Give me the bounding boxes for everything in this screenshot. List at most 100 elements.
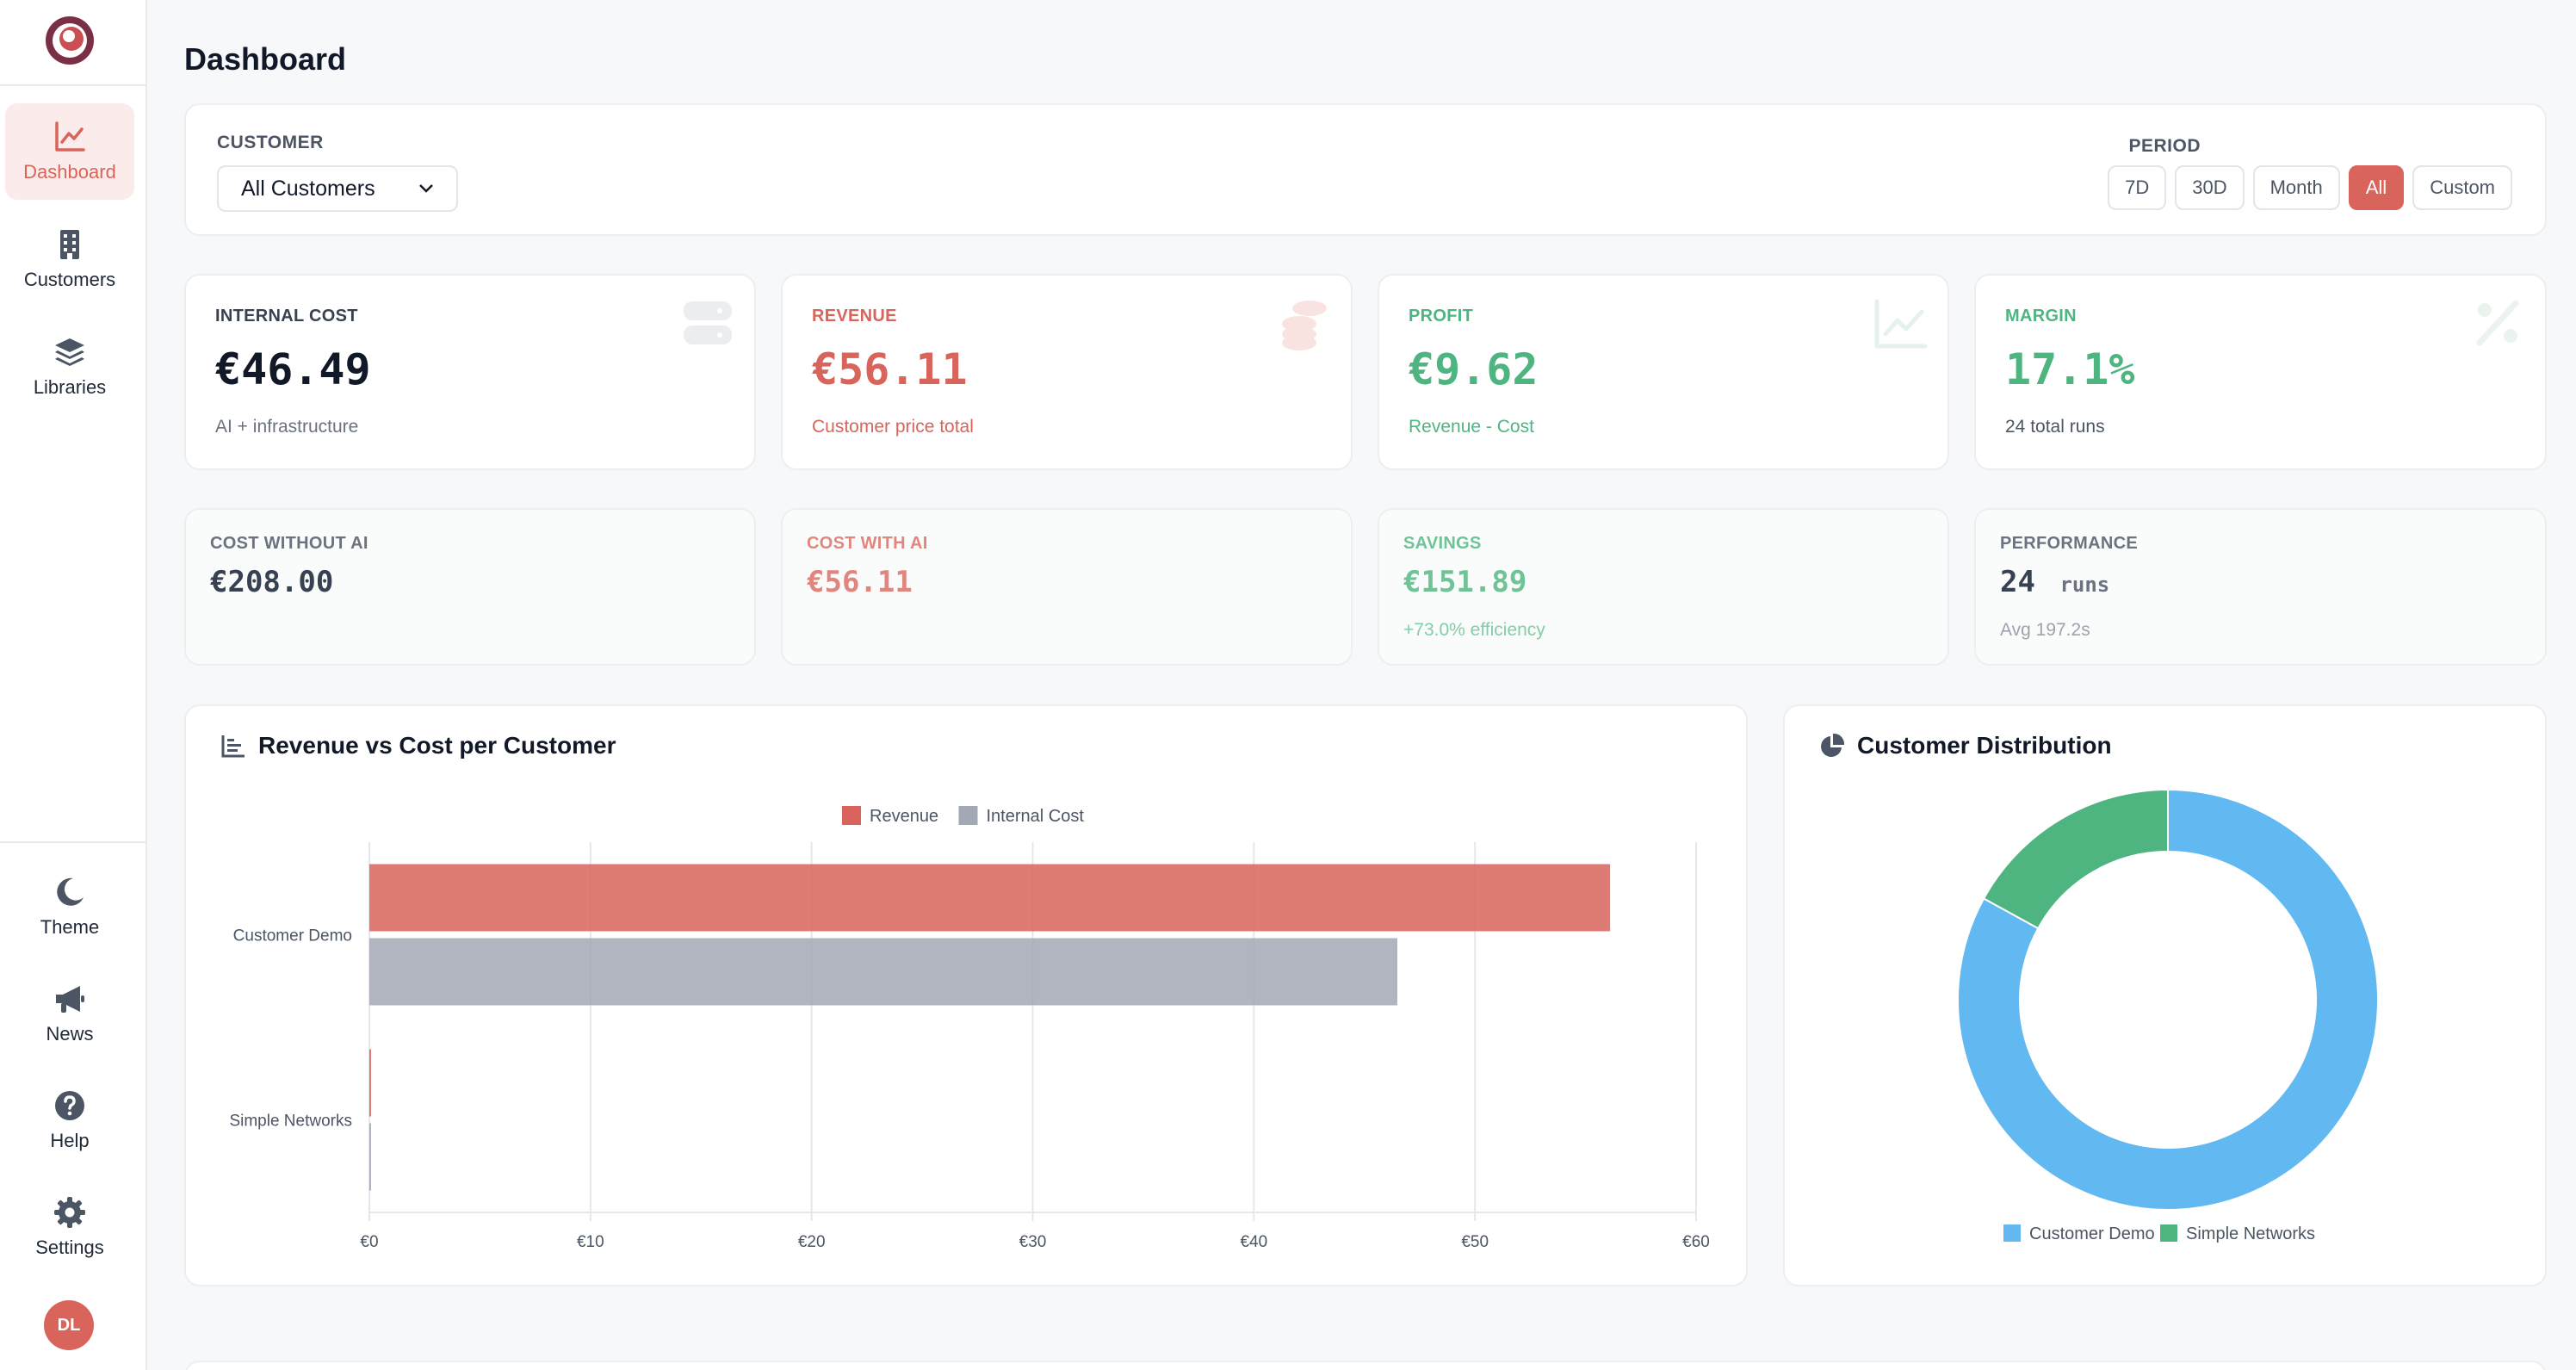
- stat-label: SAVINGS: [1403, 534, 1482, 553]
- stat-subtext: Revenue - Cost: [1409, 417, 1534, 437]
- sidebar-item-label: Theme: [40, 916, 100, 938]
- legend-label: Simple Networks: [2186, 1224, 2315, 1243]
- period-month-button[interactable]: Month: [2252, 165, 2340, 210]
- stat-value: 17.1%: [2005, 344, 2135, 394]
- revenue-cost-chart-card: Revenue vs Cost per Customer €0 €10 €20 €30…: [184, 704, 1748, 1286]
- server-icon: [684, 301, 732, 344]
- sidebar-item-help[interactable]: Help: [5, 1072, 134, 1169]
- stat-subtext: Customer price total: [812, 417, 974, 437]
- x-tick-label: €50: [1461, 1233, 1489, 1251]
- chevron-down-icon: [419, 184, 433, 193]
- x-tick-label: €10: [577, 1233, 604, 1251]
- percent-icon: [2476, 300, 2519, 346]
- sidebar: Dashboard Customers Libraries Theme: [0, 0, 147, 1370]
- stat-label: PROFIT: [1409, 307, 1474, 325]
- next-section-card: [184, 1361, 2547, 1370]
- stat-label: INTERNAL COST: [215, 307, 358, 325]
- period-all-button[interactable]: All: [2348, 165, 2405, 210]
- stat-label: REVENUE: [812, 307, 897, 325]
- margin-card: MARGIN 17.1% 24 total runs: [1974, 274, 2547, 470]
- stat-value: €56.11: [812, 344, 968, 394]
- legend-swatch: [2003, 1224, 2021, 1242]
- megaphone-icon: [56, 986, 84, 1013]
- chart-line-icon: [1874, 299, 1928, 349]
- sidebar-item-customers[interactable]: Customers: [5, 211, 134, 307]
- donut-slice-customer-demo: [1957, 788, 2379, 1211]
- revenue-card: REVENUE €56.11 Customer price total: [781, 274, 1353, 470]
- stat-label: PERFORMANCE: [2000, 534, 2138, 553]
- stat-subtext: AI + infrastructure: [215, 417, 359, 437]
- period-filter-label: PERIOD: [2128, 136, 2201, 156]
- savings-card: SAVINGS €151.89 +73.0% efficiency: [1378, 508, 1949, 666]
- building-icon: [60, 230, 79, 259]
- avatar[interactable]: DL: [44, 1300, 94, 1350]
- filter-panel: CUSTOMER All Customers PERIOD 7D 30D Mon…: [184, 103, 2547, 236]
- stat-value: €46.49: [215, 344, 371, 394]
- sidebar-item-label: News: [46, 1023, 94, 1045]
- sidebar-item-settings[interactable]: Settings: [5, 1179, 134, 1275]
- bar-revenue: [369, 864, 1611, 932]
- sidebar-item-label: Settings: [35, 1237, 104, 1258]
- period-button-group: 7D 30D Month All Custom: [2108, 165, 2512, 210]
- chart-title: Revenue vs Cost per Customer: [220, 732, 616, 759]
- stat-value: €9.62: [1409, 344, 1539, 394]
- sidebar-item-label: Libraries: [33, 376, 107, 398]
- question-circle-icon: [55, 1091, 84, 1120]
- sidebar-divider: [0, 84, 147, 86]
- chart-title: Customer Distribution: [1819, 732, 2112, 759]
- layers-icon: [55, 338, 84, 366]
- customer-distribution-card: Customer Distribution Customer Demo Simpl…: [1783, 704, 2547, 1286]
- stat-value-wrap: 24 runs: [2000, 565, 2109, 599]
- chart-title-text: Revenue vs Cost per Customer: [258, 732, 616, 759]
- x-tick-label: €60: [1682, 1233, 1710, 1251]
- bar-internal-cost: [369, 938, 1398, 1006]
- moon-icon: [57, 877, 84, 906]
- internal-cost-card: INTERNAL COST €46.49 AI + infrastructure: [184, 274, 756, 470]
- cost-with-ai-card: COST WITH AI €56.11: [781, 508, 1353, 666]
- stat-value: €151.89: [1403, 565, 1527, 599]
- bar-internal-cost: [369, 1123, 371, 1191]
- bar-chart-icon: [221, 735, 245, 758]
- sidebar-item-label: Customers: [23, 269, 116, 290]
- stat-subtext: Avg 197.2s: [2000, 620, 2090, 640]
- profit-card: PROFIT €9.62 Revenue - Cost: [1378, 274, 1949, 470]
- x-tick-label: €0: [360, 1233, 378, 1251]
- stat-value: 24: [2000, 565, 2035, 599]
- period-30d-button[interactable]: 30D: [2175, 165, 2245, 210]
- revenue-cost-bar-chart: €0 €10 €20 €30 €40 €50 €60 Customer Demo Simple …: [229, 806, 1710, 1251]
- app-logo-icon[interactable]: [43, 14, 96, 67]
- stat-subtext: +73.0% efficiency: [1403, 620, 1545, 640]
- legend-swatch: [958, 806, 978, 825]
- sidebar-item-news[interactable]: News: [5, 965, 134, 1062]
- customer-filter-label: CUSTOMER: [217, 133, 324, 152]
- stat-value: €56.11: [807, 565, 913, 599]
- stat-unit: runs: [2059, 573, 2110, 597]
- sidebar-item-libraries[interactable]: Libraries: [5, 319, 134, 415]
- sidebar-item-theme[interactable]: Theme: [5, 859, 134, 955]
- coins-icon: [1282, 301, 1327, 350]
- sidebar-item-dashboard[interactable]: Dashboard: [5, 103, 134, 200]
- period-7d-button[interactable]: 7D: [2108, 165, 2167, 210]
- customer-select[interactable]: All Customers: [217, 165, 458, 212]
- donut-slice-simple-networks: [1982, 788, 2169, 930]
- x-tick-label: €30: [1019, 1233, 1047, 1251]
- legend-label: Internal Cost: [987, 807, 1085, 826]
- chart-title-text: Customer Distribution: [1857, 732, 2112, 759]
- sidebar-item-label: Dashboard: [23, 161, 116, 183]
- page-title: Dashboard: [184, 41, 347, 77]
- period-custom-button[interactable]: Custom: [2412, 165, 2512, 210]
- x-tick-label: €40: [1240, 1233, 1267, 1251]
- chart-line-icon: [55, 121, 85, 152]
- y-tick-label: Customer Demo: [233, 927, 352, 945]
- y-tick-label: Simple Networks: [229, 1113, 352, 1131]
- stat-subtext: 24 total runs: [2005, 417, 2105, 437]
- stat-label: COST WITH AI: [807, 534, 928, 553]
- legend-label: Customer Demo: [2029, 1224, 2155, 1243]
- sidebar-item-label: Help: [50, 1130, 90, 1151]
- performance-card: PERFORMANCE 24 runs Avg 197.2s: [1974, 508, 2547, 666]
- stat-value: €208.00: [210, 565, 334, 599]
- x-tick-label: €20: [798, 1233, 826, 1251]
- pie-chart-icon: [1821, 733, 1845, 757]
- stat-label: COST WITHOUT AI: [210, 534, 368, 553]
- bar-revenue: [369, 1049, 371, 1117]
